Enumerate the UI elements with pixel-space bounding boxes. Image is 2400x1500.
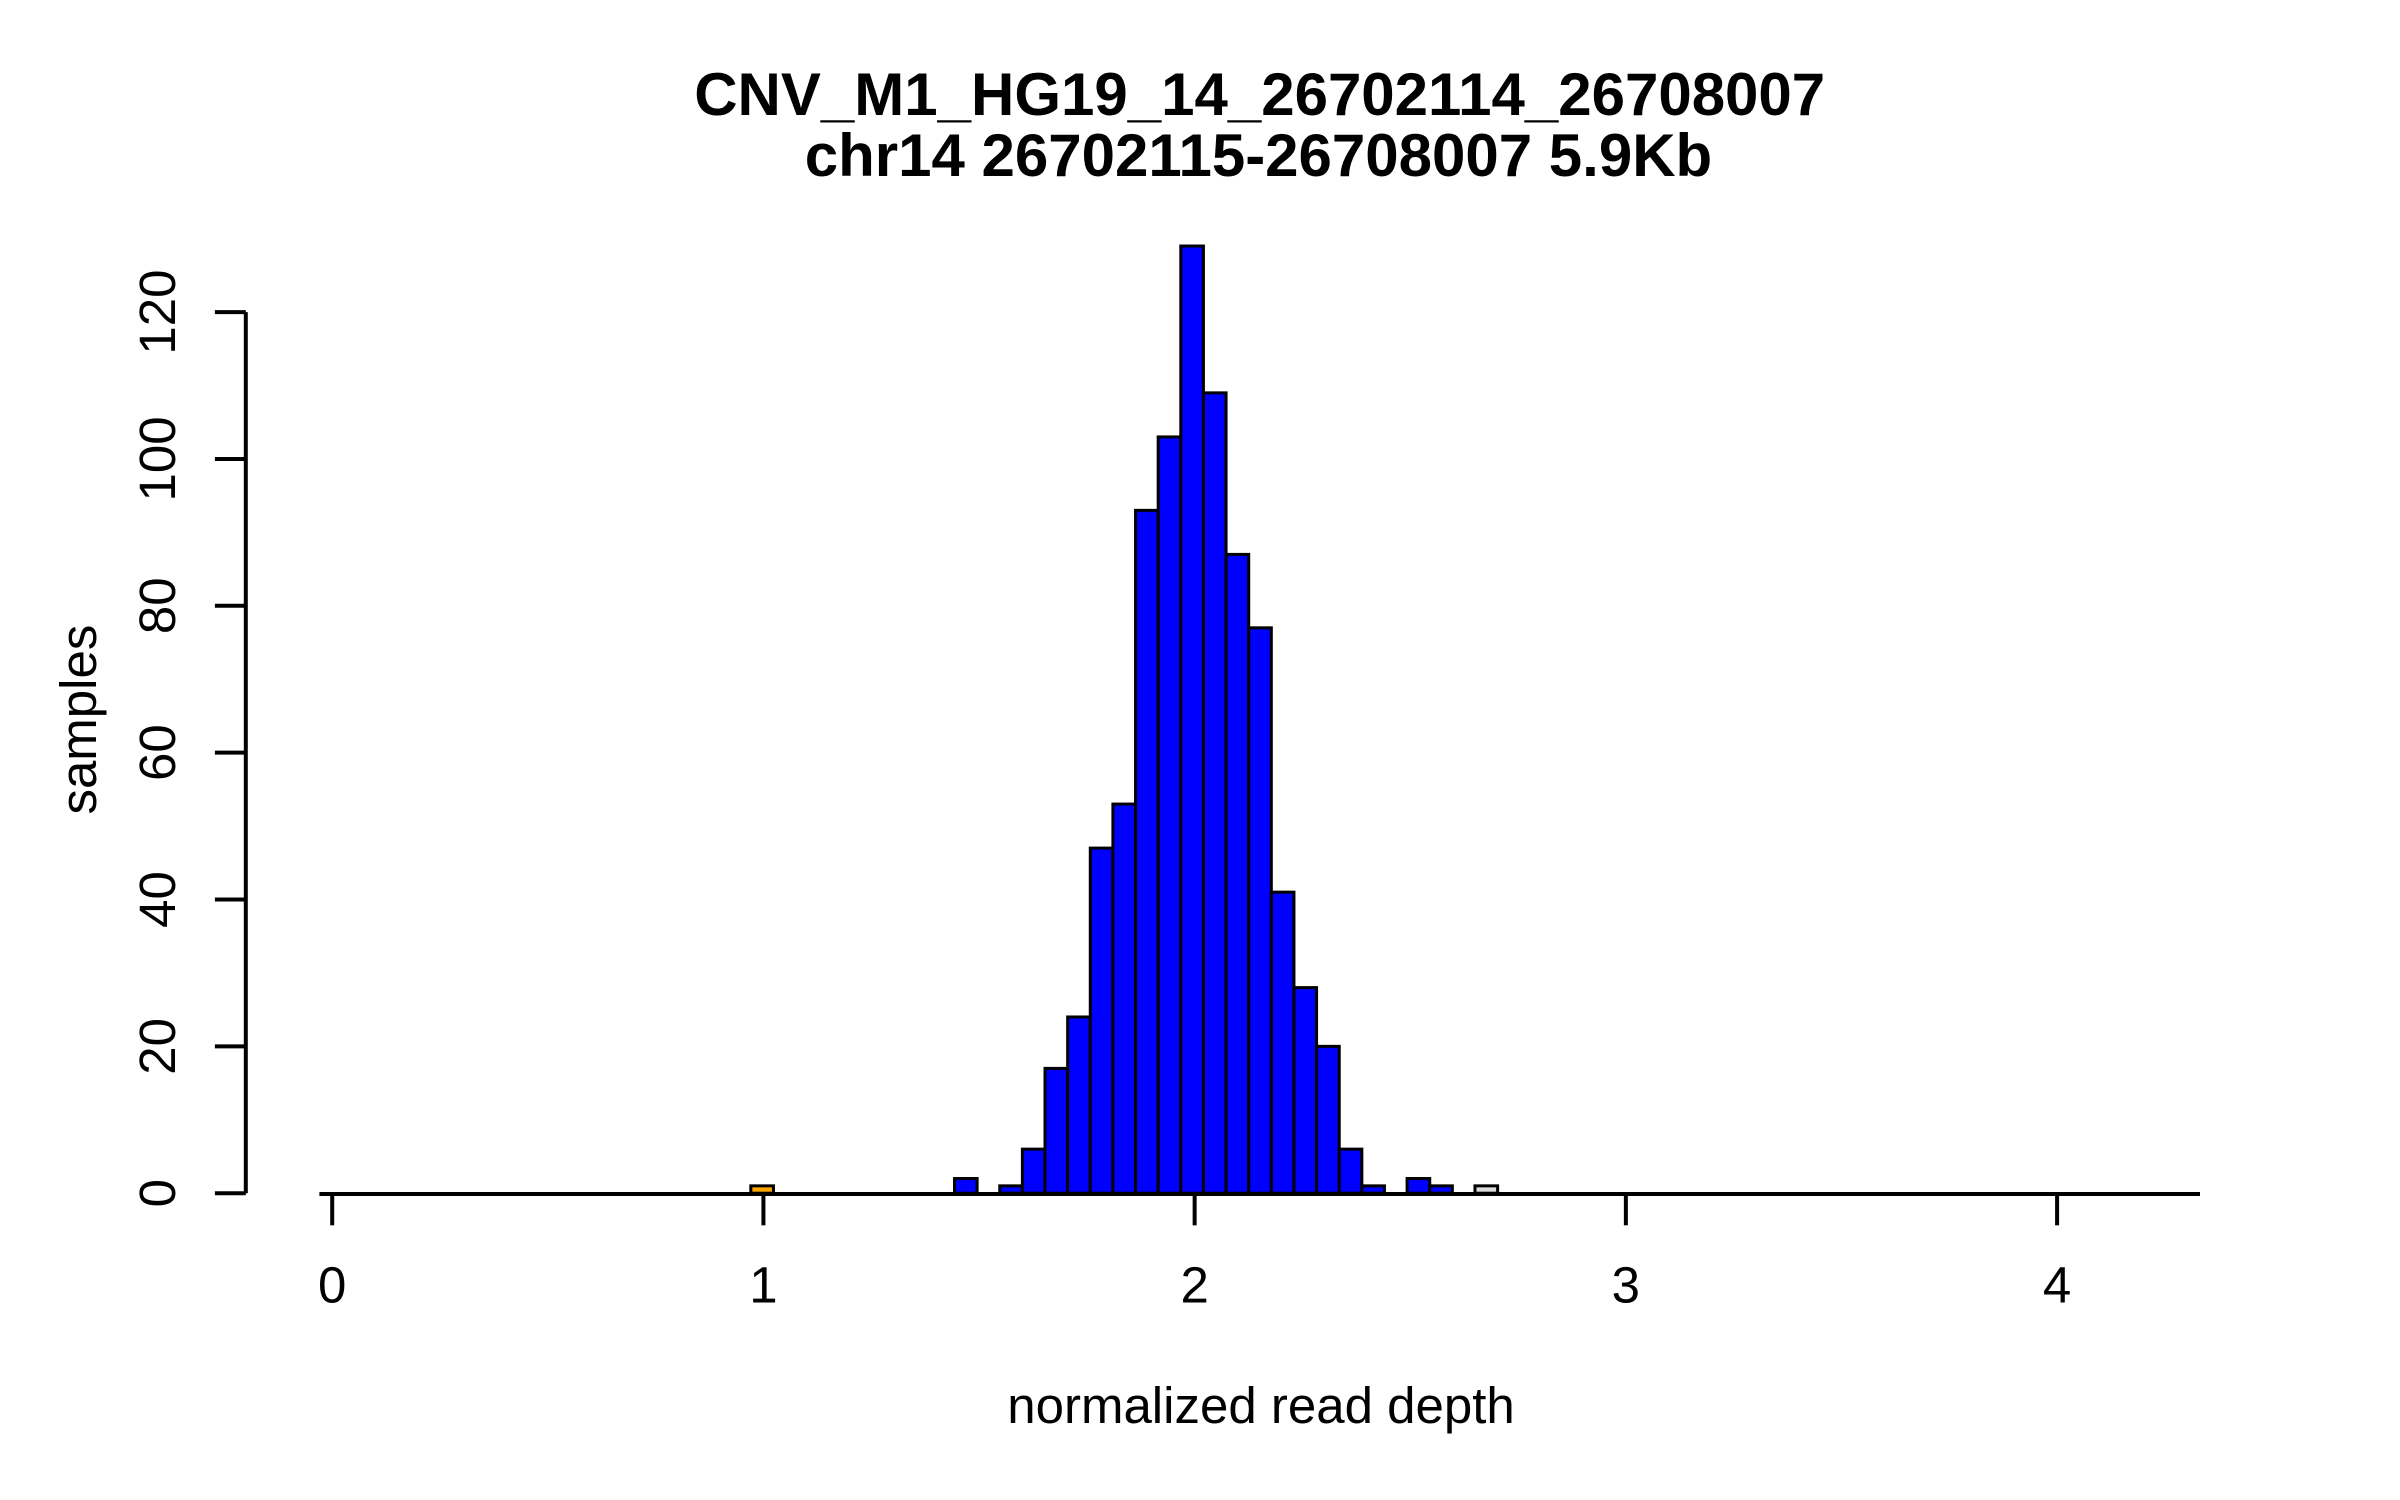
svg-text:20: 20 — [129, 1018, 186, 1075]
svg-text:2: 2 — [1180, 1256, 1208, 1313]
svg-text:normalized read depth: normalized read depth — [1007, 1377, 1515, 1434]
svg-text:samples: samples — [50, 625, 107, 815]
svg-text:80: 80 — [129, 577, 186, 634]
svg-text:CNV_M1_HG19_14_26702114_267080: CNV_M1_HG19_14_26702114_26708007 — [694, 61, 1825, 128]
svg-text:0: 0 — [129, 1179, 186, 1207]
svg-text:120: 120 — [129, 270, 186, 355]
svg-text:0: 0 — [318, 1256, 346, 1313]
svg-text:1: 1 — [749, 1256, 777, 1313]
svg-text:60: 60 — [129, 724, 186, 781]
svg-text:40: 40 — [129, 871, 186, 928]
svg-text:4: 4 — [2043, 1256, 2071, 1313]
svg-text:100: 100 — [129, 416, 186, 501]
svg-text:chr14 26702115-26708007 5.9Kb: chr14 26702115-26708007 5.9Kb — [805, 122, 1712, 189]
svg-text:3: 3 — [1612, 1256, 1640, 1313]
